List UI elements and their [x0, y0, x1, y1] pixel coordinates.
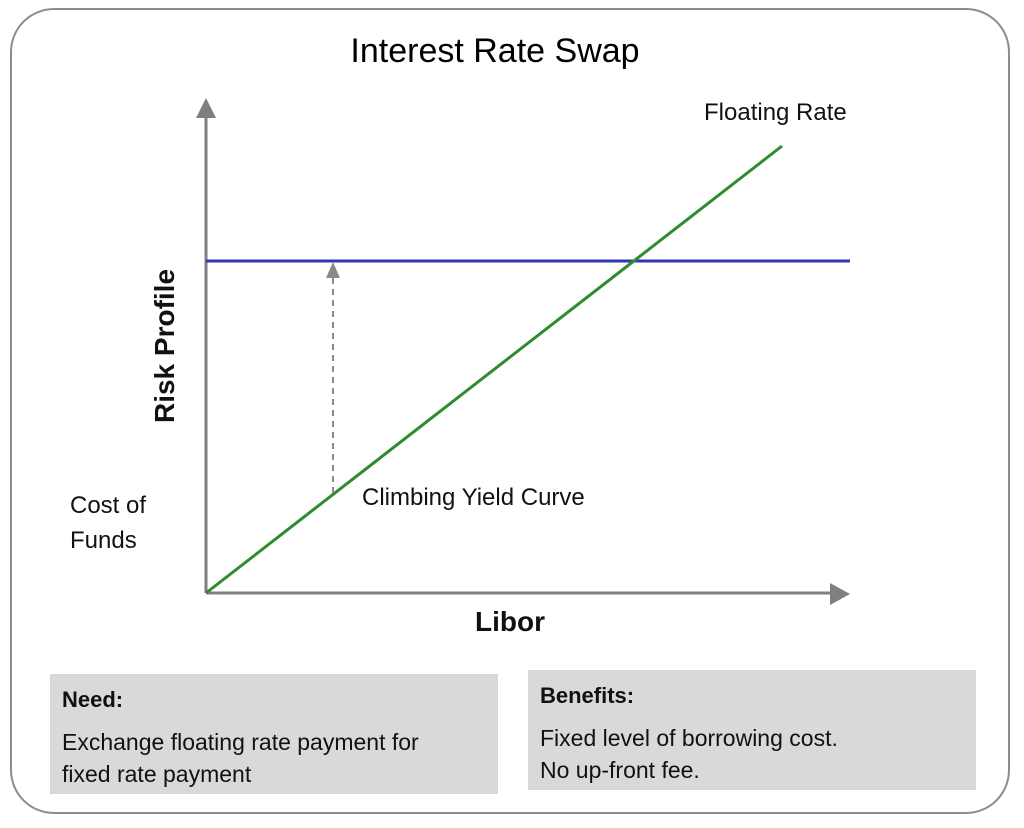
y-axis-arrowhead: [196, 98, 216, 118]
benefits-box-line2: No up-front fee.: [540, 757, 700, 783]
need-box: Need: Exchange floating rate payment for…: [50, 674, 498, 794]
climbing-yield-curve-label: Climbing Yield Curve: [362, 484, 585, 511]
need-box-line1: Exchange floating rate payment for: [62, 729, 419, 755]
y-axis-label: Risk Profile: [149, 269, 180, 423]
diagram-title: Interest Rate Swap: [350, 32, 640, 70]
benefits-box-line1: Fixed level of borrowing cost.: [540, 725, 838, 751]
cost-of-funds-label-line2: Funds: [70, 527, 137, 554]
benefits-box: Benefits: Fixed level of borrowing cost.…: [528, 670, 976, 790]
floating-rate-line: [205, 144, 783, 595]
dashed-arrowhead: [326, 262, 340, 278]
x-axis-arrowhead: [830, 583, 850, 605]
x-axis-label: Libor: [475, 606, 545, 637]
cost-of-funds-label-line1: Cost of: [70, 492, 146, 519]
need-box-line2: fixed rate payment: [62, 761, 252, 787]
floating-rate-label: Floating Rate: [704, 99, 847, 126]
benefits-box-heading: Benefits:: [540, 683, 635, 708]
need-box-heading: Need:: [62, 687, 124, 712]
